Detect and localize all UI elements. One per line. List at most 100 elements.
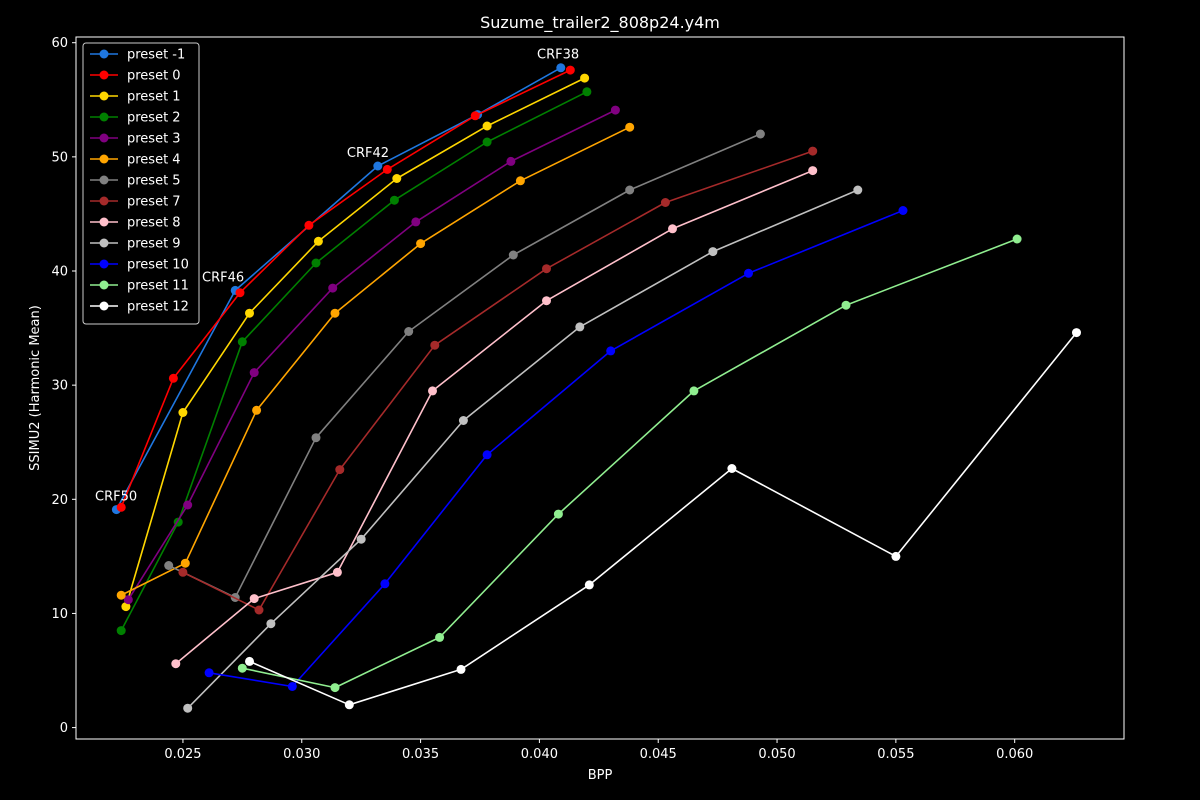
data-point-preset-5 xyxy=(404,327,414,336)
data-point-preset-0 xyxy=(235,288,245,298)
data-point-preset-10 xyxy=(482,450,492,460)
data-point-preset-8 xyxy=(542,296,551,306)
data-point-preset-5 xyxy=(625,185,635,195)
series-preset-10 xyxy=(204,206,908,691)
plot-area: 0.025 0.030 0.035 0.040 0.045 0.050 0.055 0.060… xyxy=(51,36,1125,762)
series-preset-4 xyxy=(116,122,635,600)
legend-entry: preset 8 xyxy=(90,216,181,231)
legend-marker-swatch xyxy=(99,70,109,80)
data-point-preset-4 xyxy=(252,405,262,415)
data-point-preset-3 xyxy=(123,595,133,605)
data-point-preset-4 xyxy=(180,558,190,568)
legend-entry: preset 3 xyxy=(90,132,181,147)
data-point-preset--1 xyxy=(373,161,383,171)
data-point-preset-3 xyxy=(506,156,516,166)
data-point-preset-8 xyxy=(332,567,342,577)
annotation-crf50: CRF50 xyxy=(95,489,137,504)
data-point-preset-9 xyxy=(183,703,193,713)
legend-label: preset 3 xyxy=(127,132,181,147)
data-point-preset-1 xyxy=(313,236,323,246)
data-point-preset-9 xyxy=(356,534,366,544)
legend-marker-swatch xyxy=(99,217,109,227)
data-point-preset-11 xyxy=(237,663,247,673)
data-point-preset-10 xyxy=(204,668,214,678)
data-point-preset-11 xyxy=(689,386,699,396)
legend-entry: preset 12 xyxy=(90,300,189,315)
series-preset-9 xyxy=(183,185,863,713)
legend-entry: preset 11 xyxy=(90,279,189,294)
data-point-preset-2 xyxy=(582,87,592,97)
legend-marker-swatch xyxy=(99,133,109,143)
data-point-preset-12 xyxy=(727,464,737,473)
legend-label: preset -1 xyxy=(127,48,185,63)
legend-box xyxy=(82,42,200,325)
data-point-preset-9 xyxy=(575,322,585,332)
series-layer xyxy=(111,63,1081,713)
y-tick-label: 60 xyxy=(51,36,68,51)
data-point-preset-7 xyxy=(542,264,551,274)
data-point-preset-1 xyxy=(482,121,492,131)
legend-label: preset 0 xyxy=(127,69,181,84)
axes-frame xyxy=(75,36,1125,740)
y-tick-label: 50 xyxy=(51,150,68,165)
data-point-preset-4 xyxy=(515,176,525,186)
data-point-preset-11 xyxy=(1012,234,1022,244)
data-point-preset-4 xyxy=(330,308,340,318)
y-axis-ticks: 0 10 20 30 40 50 60 xyxy=(51,36,76,736)
annotation-crf38: CRF38 xyxy=(537,48,579,63)
data-point-preset-4 xyxy=(625,122,635,132)
data-point-preset-2 xyxy=(237,337,247,347)
data-point-preset-7 xyxy=(660,198,670,207)
data-point-preset-7 xyxy=(335,465,345,475)
data-point-preset-1 xyxy=(121,602,131,612)
data-point-preset-9 xyxy=(266,619,276,629)
data-point-preset-12 xyxy=(245,656,254,666)
data-point-preset-11 xyxy=(841,300,851,310)
x-tick-label: 0.025 xyxy=(164,747,201,762)
legend-label: preset 5 xyxy=(127,174,181,189)
legend-label: preset 10 xyxy=(127,258,189,273)
series-preset-7 xyxy=(178,146,818,615)
x-tick-label: 0.060 xyxy=(996,747,1033,762)
data-point-preset-11 xyxy=(330,683,340,693)
x-tick-label: 0.030 xyxy=(283,747,320,762)
series-preset-0 xyxy=(116,65,575,512)
data-point-preset-4 xyxy=(116,590,126,600)
legend-marker-swatch xyxy=(99,112,109,122)
data-point-preset-7 xyxy=(808,146,818,156)
legend-marker-swatch xyxy=(99,259,109,269)
legend-entry: preset -1 xyxy=(90,48,185,63)
data-point-preset-2 xyxy=(482,137,492,147)
y-tick-label: 0 xyxy=(60,721,68,736)
y-tick-label: 40 xyxy=(51,265,68,280)
legend-entry: preset 0 xyxy=(90,69,181,84)
annotation-crf46: CRF46 xyxy=(202,270,244,285)
x-tick-label: 0.045 xyxy=(640,747,677,762)
legend-label: preset 7 xyxy=(127,195,181,210)
data-point-preset-3 xyxy=(411,217,421,227)
data-point-preset-2 xyxy=(389,195,399,205)
data-point-preset-0 xyxy=(168,373,178,383)
legend-marker-swatch xyxy=(99,196,109,206)
legend-marker-swatch xyxy=(99,280,109,290)
data-point-preset-7 xyxy=(254,605,264,615)
data-point-preset-8 xyxy=(808,166,818,176)
data-point-preset-11 xyxy=(435,632,445,642)
legend-label: preset 2 xyxy=(127,111,181,126)
legend-marker-swatch xyxy=(99,154,109,164)
data-point-preset-10 xyxy=(606,346,616,356)
data-point-preset-12 xyxy=(584,580,594,590)
legend-marker-swatch xyxy=(99,238,109,248)
data-point-preset-0 xyxy=(304,220,314,230)
series-preset-8 xyxy=(171,166,818,669)
data-point-preset-9 xyxy=(458,416,468,425)
legend-entry: preset 1 xyxy=(90,90,181,105)
legend-entry: preset 5 xyxy=(90,174,181,189)
series-preset-12 xyxy=(245,328,1081,710)
series-preset-2 xyxy=(116,87,592,636)
legend-marker-swatch xyxy=(99,91,109,101)
data-point-preset-9 xyxy=(853,185,863,195)
data-point-preset-1 xyxy=(178,408,188,417)
